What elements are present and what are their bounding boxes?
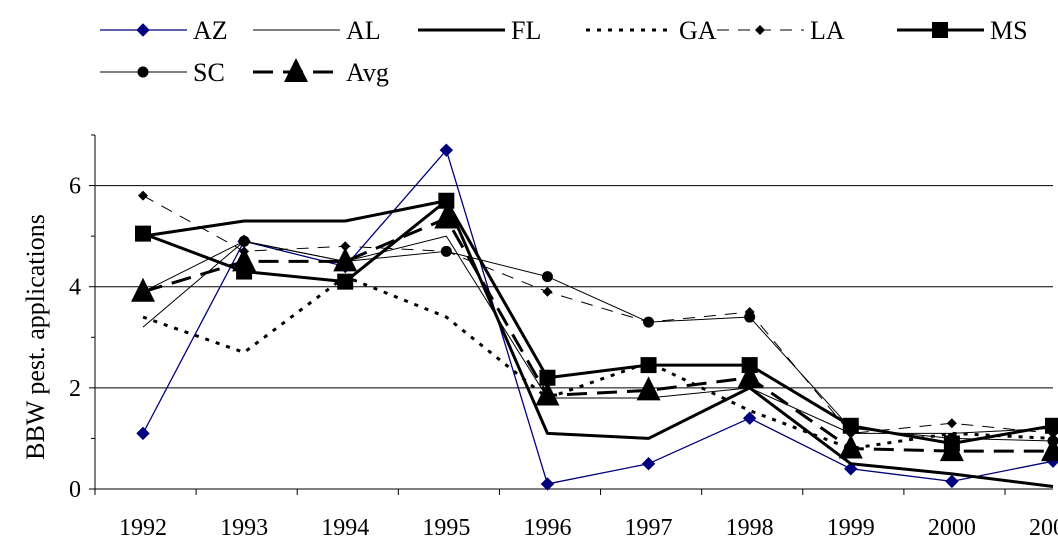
data-point-az: [540, 477, 555, 491]
x-tick-label: 1992: [119, 515, 167, 541]
data-point-sc: [541, 271, 553, 283]
legend-label-al: AL: [346, 16, 381, 45]
data-point-az: [641, 457, 656, 471]
data-point-ms: [438, 192, 455, 209]
data-point-avg: [939, 437, 964, 462]
data-point-sc: [238, 235, 250, 247]
data-point-avg: [333, 247, 358, 272]
x-tick-label: 2000: [928, 515, 976, 541]
data-point-la: [138, 190, 148, 201]
data-point-az: [742, 411, 757, 425]
legend-marker-az: [136, 23, 150, 37]
x-tick-label: 1996: [523, 515, 571, 541]
data-point-avg: [232, 247, 257, 272]
y-tick-label: 6: [69, 174, 81, 200]
series-line-az: [142, 149, 1054, 485]
data-point-sc: [744, 311, 756, 323]
axes: 0 2 4 6 1992 1993 1994 1995 1996 1997 1998 1999 2000…: [69, 134, 1058, 541]
data-point-ms: [337, 273, 354, 290]
x-tick-label: 1998: [726, 515, 774, 541]
x-tick-label: 1999: [827, 515, 875, 541]
y-tick-label: 4: [69, 275, 81, 301]
legend-label-sc: SC: [193, 58, 225, 87]
x-tick-label: 2001: [1029, 515, 1058, 541]
data-point-avg: [434, 204, 459, 229]
data-point-la: [340, 241, 351, 252]
data-point-az: [439, 143, 454, 157]
data-point-avg: [737, 363, 762, 388]
data-point-la: [542, 286, 553, 297]
x-tick-label: 1994: [321, 515, 369, 541]
data-point-sc: [845, 422, 857, 434]
series-line-fl: [142, 199, 1054, 488]
series-line-sc: [142, 240, 1054, 442]
legend-label-avg: Avg: [346, 58, 389, 87]
data-point-avg: [535, 381, 560, 406]
data-point-la: [946, 418, 957, 429]
data-point-az: [945, 474, 959, 489]
series-group: [131, 143, 1058, 491]
legend-marker-la: [755, 25, 765, 35]
y-tick-label: 0: [69, 477, 81, 503]
series-line-ga: [142, 275, 1054, 451]
data-point-sc: [643, 316, 655, 328]
data-point-ms: [1045, 417, 1058, 434]
series-line-ms: [142, 199, 1054, 445]
y-tick-label: 2: [69, 376, 81, 402]
legend-label-az: AZ: [193, 16, 228, 45]
data-point-az: [136, 426, 150, 441]
data-point-avg: [636, 376, 661, 401]
data-point-ms: [135, 225, 151, 242]
legend-marker-avg: [284, 58, 308, 82]
legend-label-fl: FL: [511, 16, 541, 45]
legend-label-ms: MS: [990, 16, 1028, 45]
data-point-avg: [838, 434, 863, 459]
x-tick-label: 1997: [625, 515, 673, 541]
x-tick-label: 1995: [422, 515, 470, 541]
data-point-ms: [539, 369, 556, 386]
data-point-az: [844, 462, 858, 476]
legend-marker-ms: [932, 22, 948, 38]
series-line-avg: [142, 216, 1053, 453]
legend-marker-sc: [137, 66, 149, 78]
data-point-avg: [1041, 437, 1058, 462]
data-point-ms: [640, 357, 657, 374]
data-point-avg: [131, 277, 155, 302]
series-line-al: [142, 235, 1054, 434]
gridlines: [95, 185, 1053, 389]
data-point-sc: [440, 245, 452, 257]
y-axis-label: BBW pest. applications: [21, 214, 50, 460]
legend-label-la: LA: [810, 16, 845, 45]
series-line-la: [142, 195, 1054, 434]
legend-label-ga: GA: [679, 16, 717, 45]
legend: AZ AL FL GA LA MS SC Avg: [100, 16, 1028, 87]
x-tick-label: 1993: [220, 515, 268, 541]
